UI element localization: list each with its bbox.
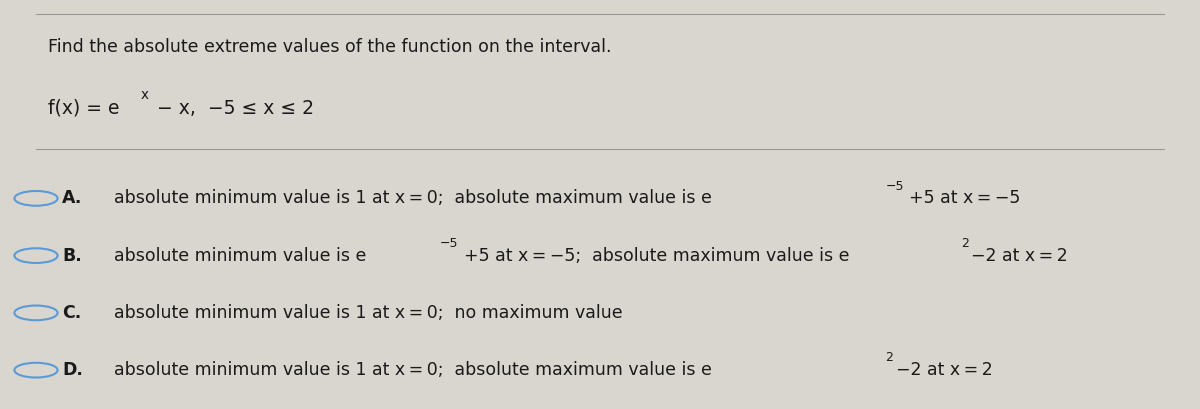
Text: absolute minimum value is 1 at x = 0;  absolute maximum value is e: absolute minimum value is 1 at x = 0; ab… — [114, 361, 712, 379]
Text: +5 at x = −5: +5 at x = −5 — [910, 189, 1021, 207]
Text: D.: D. — [62, 361, 83, 379]
Text: −2 at x = 2: −2 at x = 2 — [971, 247, 1068, 265]
Text: −2 at x = 2: −2 at x = 2 — [895, 361, 992, 379]
Text: absolute minimum value is e: absolute minimum value is e — [114, 247, 366, 265]
Text: −5: −5 — [886, 180, 904, 193]
Text: x: x — [140, 88, 149, 102]
Text: 2: 2 — [886, 351, 893, 364]
Text: 2: 2 — [961, 237, 968, 250]
Text: B.: B. — [62, 247, 82, 265]
Text: absolute minimum value is 1 at x = 0;  no maximum value: absolute minimum value is 1 at x = 0; no… — [114, 304, 623, 322]
Text: +5 at x = −5;  absolute maximum value is e: +5 at x = −5; absolute maximum value is … — [463, 247, 850, 265]
Text: Find the absolute extreme values of the function on the interval.: Find the absolute extreme values of the … — [48, 38, 612, 56]
Text: −5: −5 — [439, 237, 458, 250]
Text: − x,  −5 ≤ x ≤ 2: − x, −5 ≤ x ≤ 2 — [150, 99, 313, 118]
Text: A.: A. — [62, 189, 83, 207]
Text: f(x) = e: f(x) = e — [48, 99, 120, 118]
Text: C.: C. — [62, 304, 82, 322]
Text: absolute minimum value is 1 at x = 0;  absolute maximum value is e: absolute minimum value is 1 at x = 0; ab… — [114, 189, 712, 207]
